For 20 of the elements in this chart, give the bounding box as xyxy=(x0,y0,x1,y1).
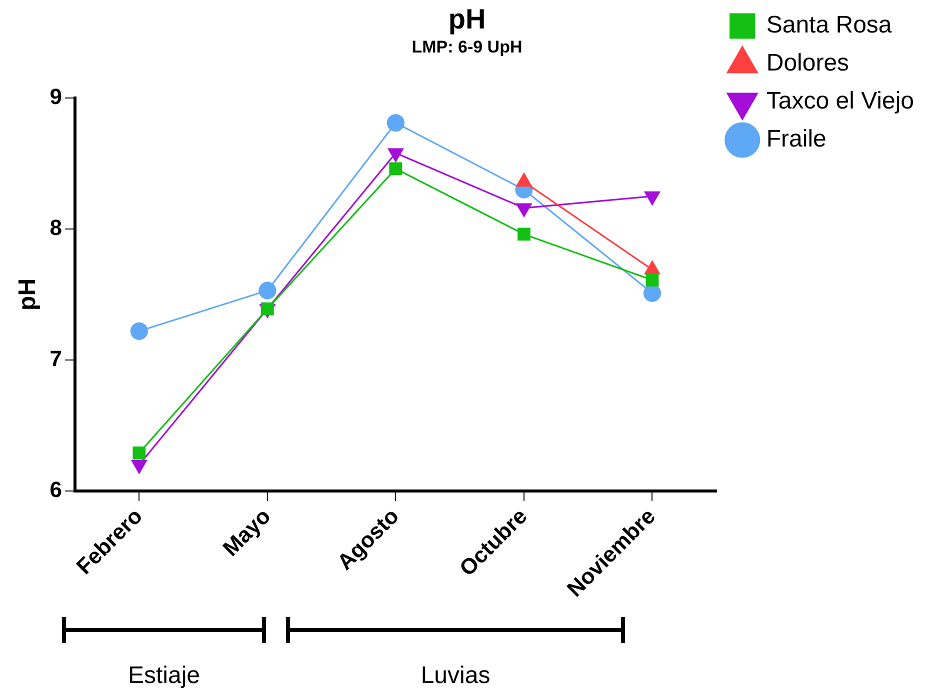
text: Luvias xyxy=(420,662,492,690)
point xyxy=(646,274,659,287)
chart-title: pH xyxy=(448,4,486,35)
point xyxy=(386,114,404,132)
chart-subtitle: LMP: 6-9 UpH xyxy=(412,37,522,56)
y-tick-label: 6 xyxy=(50,476,62,502)
y-tick-label: 7 xyxy=(50,346,62,372)
legend-label: Santa Rosa xyxy=(766,12,892,39)
legend-label: Taxco el Viejo xyxy=(766,88,914,115)
text: Estiaje xyxy=(126,662,202,690)
point xyxy=(258,282,276,300)
point xyxy=(389,162,402,176)
point xyxy=(132,446,146,460)
y-axis-title: pH xyxy=(14,278,42,310)
legend-label: Dolores xyxy=(766,50,850,77)
legend-label: Fraile xyxy=(766,126,826,153)
point xyxy=(130,322,148,340)
y-tick-label: 8 xyxy=(50,215,62,240)
y-tick-label: 9 xyxy=(50,84,62,110)
point xyxy=(518,228,530,241)
